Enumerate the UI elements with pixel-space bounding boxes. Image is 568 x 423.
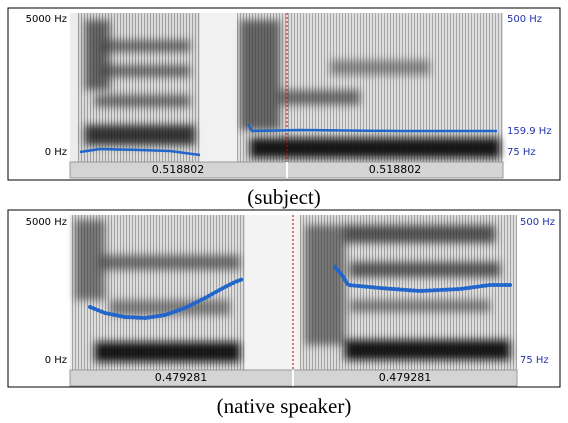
spectrogram-energy <box>78 13 503 162</box>
pitch-track <box>79 147 201 157</box>
freq-bottom-label: 0 Hz <box>45 355 67 366</box>
pitch-track <box>334 266 510 293</box>
caption: (subject) <box>247 185 320 209</box>
time-label: 0.518802 <box>369 163 422 176</box>
pitch-track <box>246 123 497 133</box>
time-label: 0.479281 <box>379 371 432 384</box>
pitch-bottom-label: 75 Hz <box>507 147 536 158</box>
freq-bottom-label: 0 Hz <box>45 147 67 158</box>
time-label: 0.479281 <box>155 371 208 384</box>
pitch-bottom-label: 75 Hz <box>520 355 549 366</box>
spectrogram-energy <box>72 215 517 370</box>
pitch-top-label: 500 Hz <box>507 14 542 25</box>
pitch-track <box>89 278 244 320</box>
time-label: 0.518802 <box>152 163 205 176</box>
panel-native: 5000 Hz 0 Hz 500 Hz 75 Hz 0.479281 0.479… <box>7 209 561 388</box>
pitch-value-label: 159.9 Hz <box>507 126 552 137</box>
freq-top-label: 5000 Hz <box>26 217 67 228</box>
freq-top-label: 5000 Hz <box>26 14 67 25</box>
pitch-top-label: 500 Hz <box>520 217 555 228</box>
panel-subject: 5000 Hz 0 Hz 500 Hz 159.9 Hz 75 Hz 0.518… <box>7 7 561 181</box>
caption: (native speaker) <box>217 394 352 418</box>
